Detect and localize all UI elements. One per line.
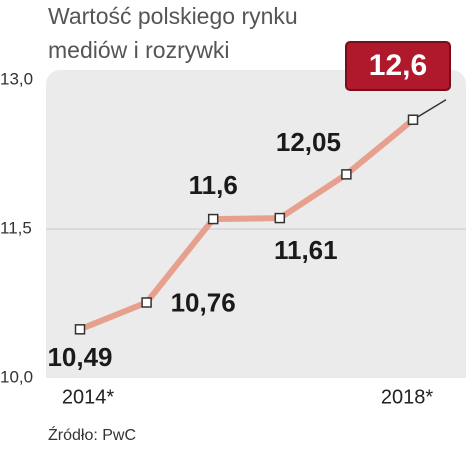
point-marker — [407, 114, 419, 125]
value-label: 12,6 — [369, 49, 427, 82]
data-line — [78, 117, 415, 333]
source: Źródło: PwC — [48, 425, 136, 444]
point-marker — [274, 212, 286, 224]
value-label: 10,49 — [47, 342, 112, 372]
value-label: 12,05 — [276, 127, 341, 157]
value-label: 10,76 — [171, 287, 236, 317]
y-tick-label: 11,5 — [0, 218, 32, 237]
point-marker — [74, 324, 86, 335]
label-connector — [412, 99, 447, 121]
point-marker — [341, 169, 352, 180]
value-label: 11,6 — [189, 170, 238, 200]
y-tick-label: 10,0 — [0, 367, 33, 386]
y-tick-label: 13,0 — [0, 69, 33, 88]
x-tick-label: 2018* — [381, 386, 433, 408]
point-marker — [207, 213, 219, 225]
value-label: 11,61 — [274, 235, 338, 265]
chart-title: Wartość polskiego rynku mediów i rozrywk… — [48, 3, 304, 63]
x-tick-label: 2014* — [62, 386, 114, 408]
label-box — [345, 41, 451, 91]
point-marker — [141, 297, 152, 308]
